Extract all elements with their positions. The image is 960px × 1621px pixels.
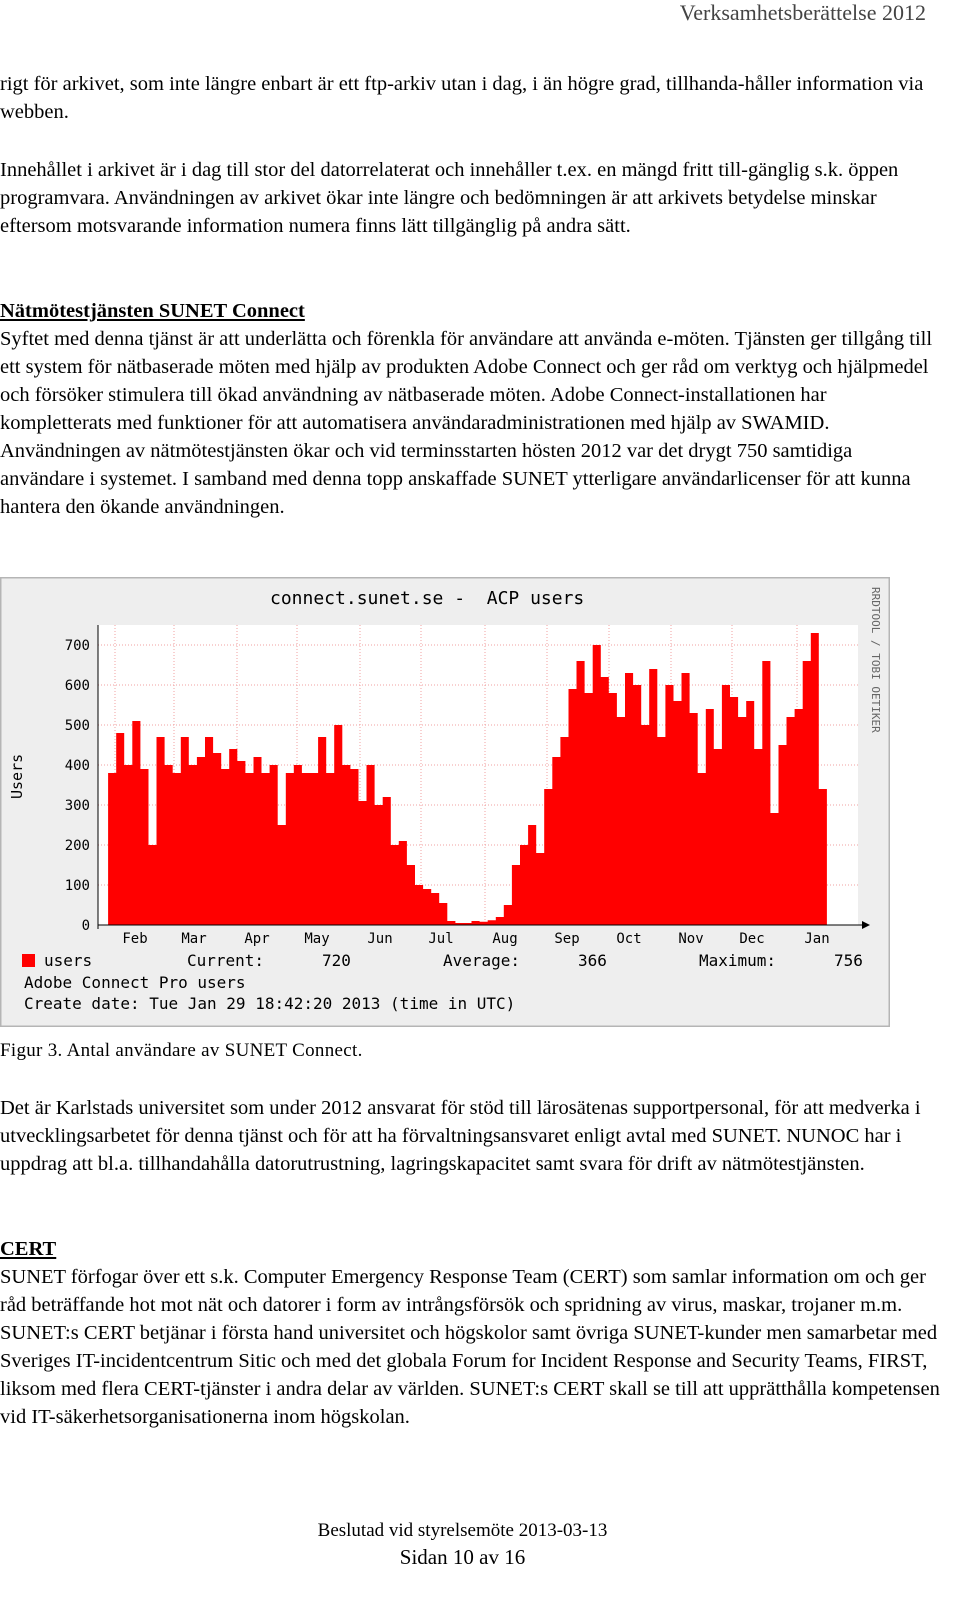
x-tick-label: May	[304, 931, 329, 947]
legend-swatch	[22, 954, 35, 967]
paragraph-archive-content: Innehållet i arkivet är i dag till stor …	[0, 159, 899, 237]
chart-area-series	[100, 633, 835, 925]
legend-series-label: users	[44, 951, 92, 970]
legend-current-value: 720	[322, 951, 351, 970]
x-tick-label: Mar	[181, 931, 206, 947]
x-tick-label: Apr	[244, 931, 269, 947]
figure-chart: 0 100 200 300 400 500 600 700 Feb Mar Apr May Jun Ju…	[0, 575, 892, 1029]
x-axis-arrow	[862, 921, 870, 929]
users-area	[100, 633, 835, 925]
y-axis-label: Users	[8, 754, 26, 799]
chart-title: connect.sunet.se - ACP users	[270, 588, 584, 609]
y-tick-label: 200	[65, 838, 90, 854]
legend-average-value: 366	[578, 951, 607, 970]
section-body: Syftet med denna tjänst är att underlätt…	[0, 328, 933, 518]
footer-approval-date: Beslutad vid styrelsemöte 2013-03-13	[317, 1520, 608, 1541]
paragraph-ftp-archive: rigt för arkivet, som inte längre enbart…	[0, 73, 924, 123]
x-tick-label: Dec	[739, 931, 764, 947]
y-tick-label: 100	[65, 878, 90, 894]
x-tick-label: Feb	[122, 931, 147, 947]
y-tick-labels: 0 100 200 300 400 500 600 700	[65, 638, 90, 934]
y-tick-label: 500	[65, 718, 90, 734]
y-tick-label: 0	[82, 918, 90, 934]
x-tick-labels: Feb Mar Apr May Jun Jul Aug Sep Oct Nov Dec Jan	[122, 931, 829, 947]
x-tick-label: Nov	[678, 931, 703, 947]
acp-users-chart: 0 100 200 300 400 500 600 700 Feb Mar Apr May Jun Ju…	[0, 575, 892, 1029]
legend-average-label: Average:	[443, 951, 520, 970]
x-tick-label: Jan	[804, 931, 829, 947]
x-tick-label: Jul	[428, 931, 453, 947]
section-body: SUNET förfogar över ett s.k. Computer Em…	[0, 1266, 940, 1428]
legend-create-date: Create date: Tue Jan 29 18:42:20 2013 (t…	[24, 994, 515, 1013]
section-cert: CERT SUNET förfogar över ett s.k. Comput…	[0, 1235, 940, 1431]
x-tick-label: Sep	[554, 931, 579, 947]
x-tick-label: Aug	[492, 931, 517, 947]
y-tick-label: 700	[65, 638, 90, 654]
legend-current-label: Current:	[187, 951, 264, 970]
section-sunet-connect: Nätmötestjänsten SUNET Connect Syftet me…	[0, 297, 940, 521]
x-tick-label: Jun	[367, 931, 392, 947]
section-heading: CERT	[0, 1238, 57, 1260]
y-tick-label: 300	[65, 798, 90, 814]
figure-caption: Figur 3. Antal användare av SUNET Connec…	[0, 1040, 363, 1061]
section-heading: Nätmötestjänsten SUNET Connect	[0, 300, 305, 322]
legend-maximum-label: Maximum:	[699, 951, 776, 970]
rrdtool-credit: RRDTOOL / TOBI OETIKER	[869, 587, 882, 733]
footer-page-number: Sidan 10 av 16	[399, 1545, 526, 1569]
paragraph-karlstad: Det är Karlstads universitet som under 2…	[0, 1097, 921, 1175]
y-tick-label: 600	[65, 678, 90, 694]
y-tick-label: 400	[65, 758, 90, 774]
document-header-title: Verksamhetsberättelse 2012	[679, 0, 926, 25]
legend-description: Adobe Connect Pro users	[24, 973, 246, 992]
legend-maximum-value: 756	[834, 951, 863, 970]
x-tick-label: Oct	[616, 931, 641, 947]
